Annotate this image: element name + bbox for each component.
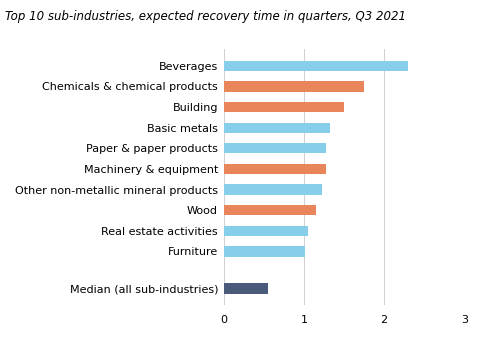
Bar — [224, 164, 327, 174]
Bar — [224, 81, 364, 91]
Bar — [224, 122, 329, 133]
Bar — [224, 246, 305, 256]
Bar — [224, 205, 316, 215]
Text: Top 10 sub-industries, expected recovery time in quarters, Q3 2021: Top 10 sub-industries, expected recovery… — [5, 10, 406, 23]
Bar — [224, 102, 344, 112]
Bar — [224, 143, 327, 153]
Bar — [224, 283, 268, 294]
Bar — [224, 61, 408, 71]
Bar — [224, 184, 322, 195]
Bar — [224, 226, 308, 236]
